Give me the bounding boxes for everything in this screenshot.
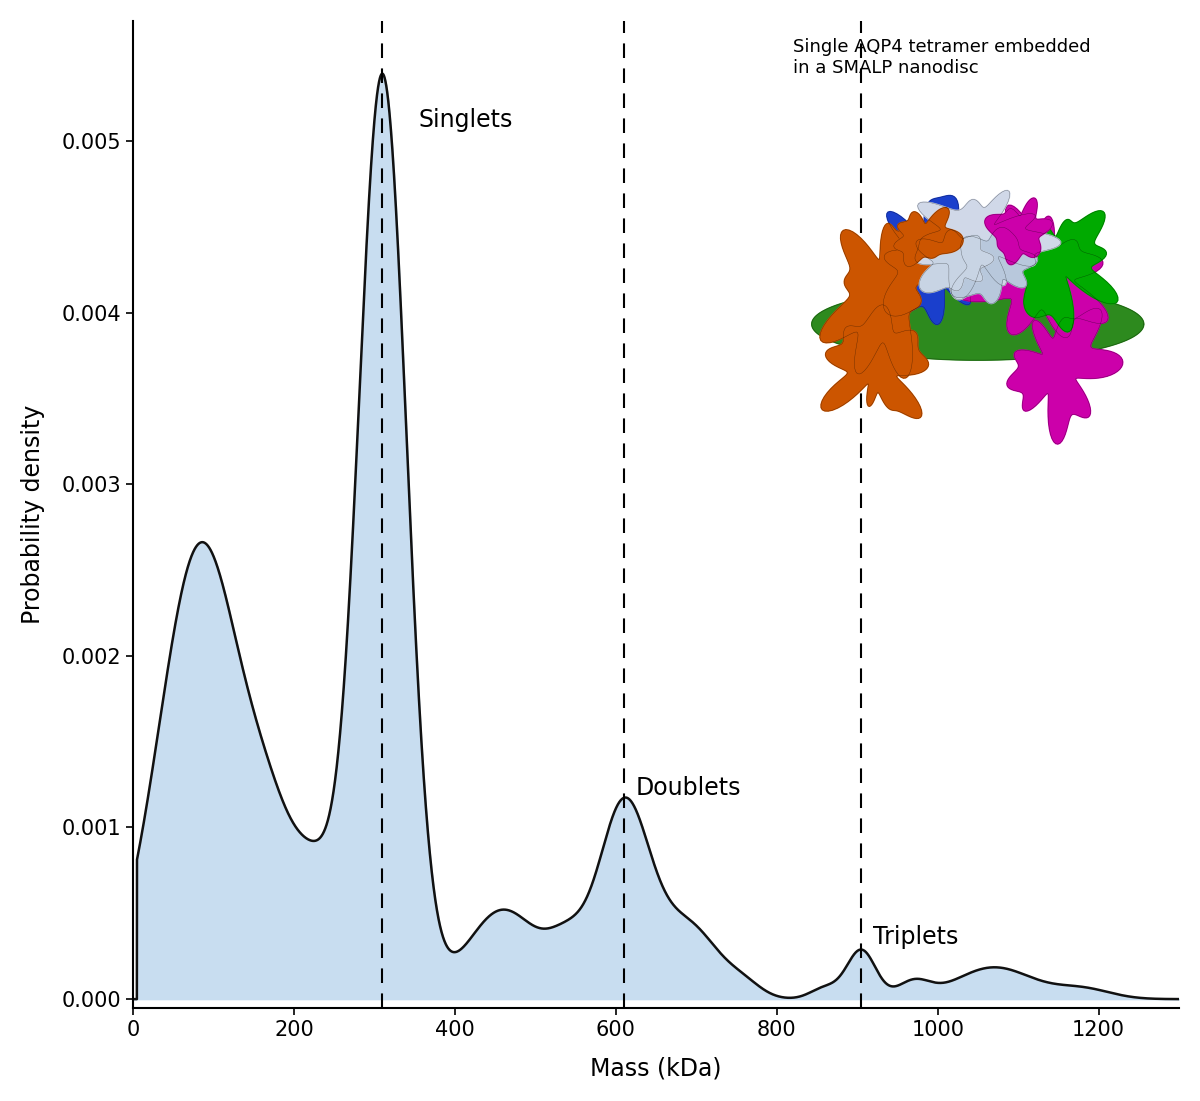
X-axis label: Mass (kDa): Mass (kDa) <box>590 1056 721 1080</box>
Text: Singlets: Singlets <box>419 108 514 132</box>
Text: Triplets: Triplets <box>874 925 959 949</box>
Text: Single AQP4 tetramer embedded
in a SMALP nanodisc: Single AQP4 tetramer embedded in a SMALP… <box>793 39 1091 77</box>
Y-axis label: Probability density: Probability density <box>20 404 44 624</box>
Text: Doublets: Doublets <box>636 776 742 800</box>
